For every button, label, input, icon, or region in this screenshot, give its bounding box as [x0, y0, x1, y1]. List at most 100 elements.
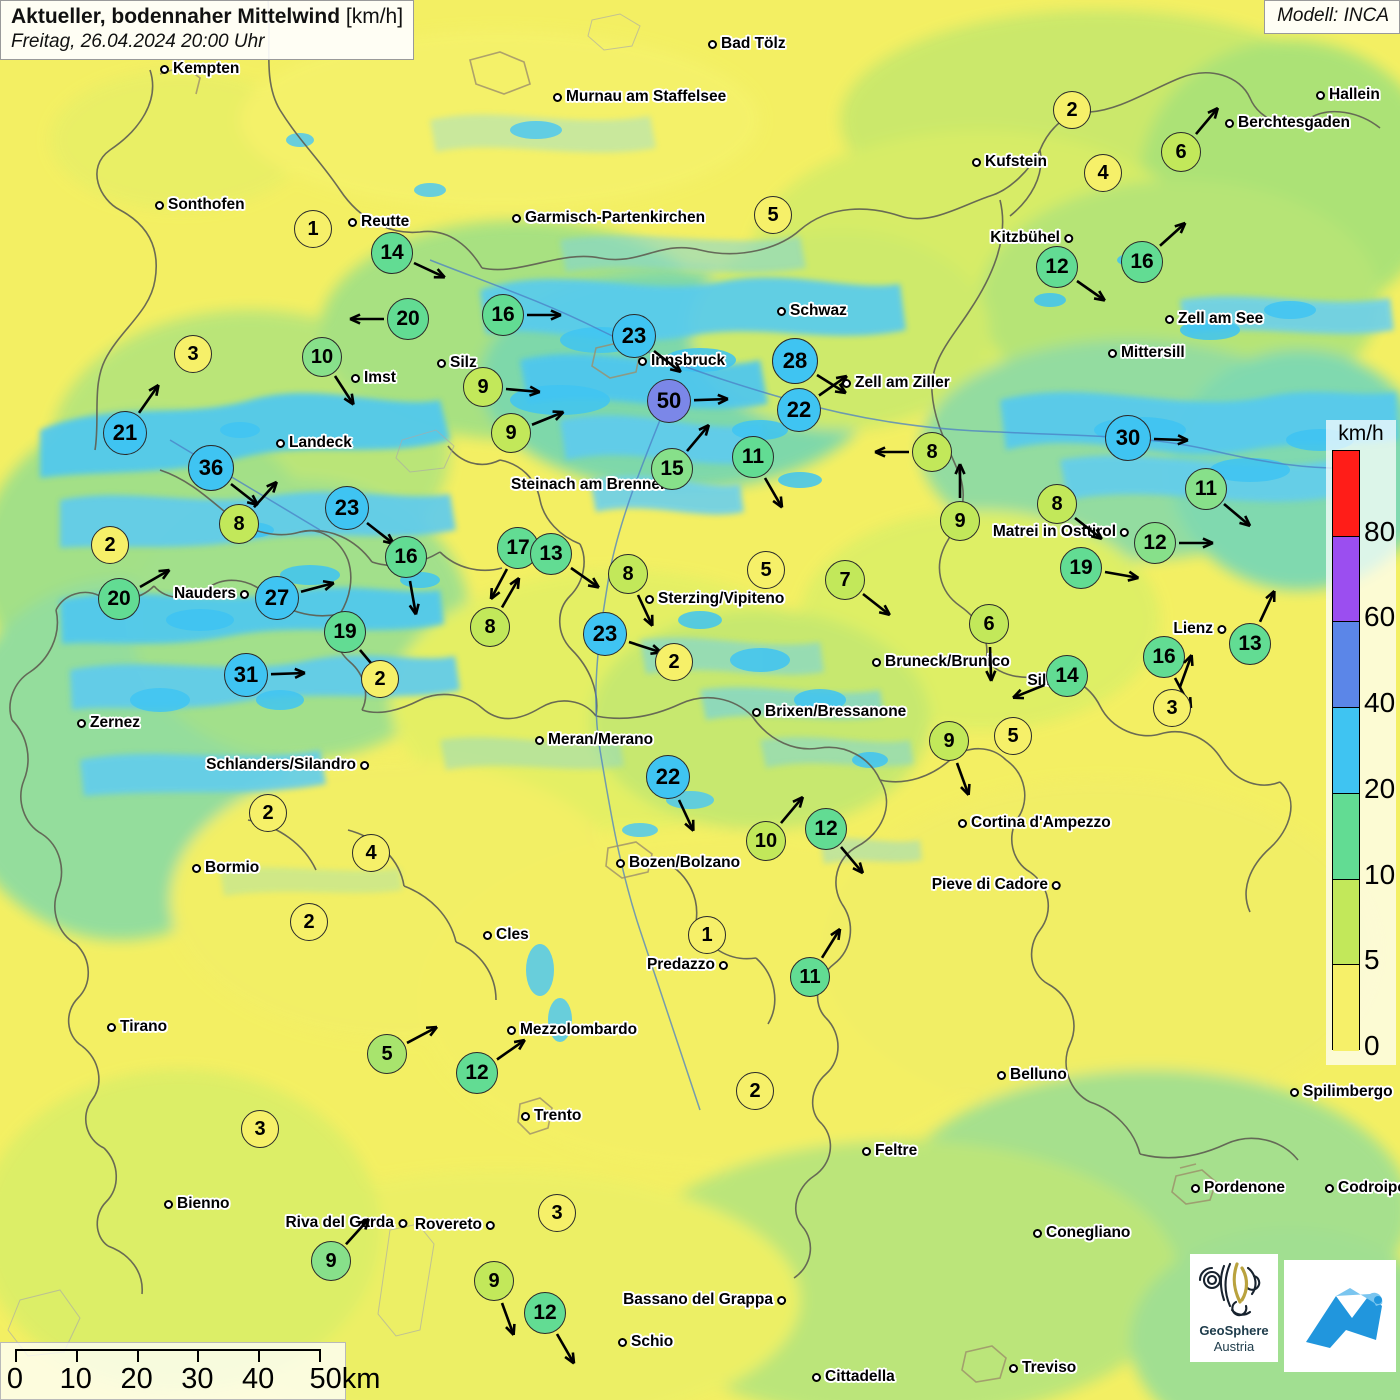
wind-speed-bubble[interactable]: 13 — [1229, 623, 1271, 665]
wind-speed-bubble[interactable]: 19 — [1060, 547, 1102, 589]
wind-speed-bubble[interactable]: 16 — [385, 536, 427, 578]
wind-speed-bubble[interactable]: 12 — [805, 808, 847, 850]
wind-speed-bubble[interactable]: 9 — [491, 413, 531, 453]
city-label: Mezzolombardo — [520, 1021, 638, 1038]
city-label: Rovereto — [414, 1216, 482, 1233]
wind-speed-bubble[interactable]: 2 — [361, 660, 399, 698]
wind-speed-bubble[interactable]: 12 — [524, 1292, 566, 1334]
wind-speed-bubble[interactable]: 12 — [456, 1052, 498, 1094]
wind-speed-bubble[interactable]: 13 — [530, 533, 572, 575]
city-marker: Silz — [437, 354, 477, 372]
wind-speed-bubble[interactable]: 12 — [1036, 246, 1078, 288]
wind-speed-bubble[interactable]: 1 — [688, 916, 726, 954]
wind-speed-bubble[interactable]: 30 — [1105, 415, 1151, 461]
legend-tick-label: 20 — [1364, 773, 1396, 805]
wind-speed-bubble[interactable]: 16 — [1143, 636, 1185, 678]
wind-speed-bubble[interactable]: 20 — [98, 578, 140, 620]
wind-direction-arrow-icon — [300, 579, 335, 593]
wind-speed-bubble[interactable]: 1 — [294, 210, 332, 248]
wind-speed-bubble[interactable]: 8 — [608, 554, 648, 594]
city-marker: Mezzolombardo — [507, 1021, 637, 1039]
wind-speed-bubble[interactable]: 10 — [302, 337, 342, 377]
wind-speed-bubble[interactable]: 9 — [929, 721, 969, 761]
wind-direction-arrow-icon — [527, 309, 562, 321]
wind-speed-bubble[interactable]: 8 — [912, 432, 952, 472]
wind-speed-bubble[interactable]: 2 — [290, 903, 328, 941]
wind-speed-bubble[interactable]: 31 — [224, 653, 268, 697]
wind-speed-bubble[interactable]: 8 — [219, 504, 259, 544]
legend-tick-label: 40 — [1364, 687, 1396, 719]
wind-speed-bubble[interactable]: 10 — [746, 821, 786, 861]
city-label: Brixen/Bressanone — [765, 703, 907, 720]
wind-speed-bubble[interactable]: 6 — [969, 604, 1009, 644]
wind-speed-bubble[interactable]: 3 — [538, 1194, 576, 1232]
wind-speed-bubble[interactable]: 11 — [790, 957, 830, 997]
wind-speed-bubble[interactable]: 4 — [352, 834, 390, 872]
wind-speed-bubble[interactable]: 19 — [324, 611, 366, 653]
city-label: Zell am Ziller — [855, 374, 950, 391]
wind-speed-bubble[interactable]: 8 — [1037, 484, 1077, 524]
wind-direction-arrow-icon — [505, 385, 541, 397]
city-marker: Treviso — [1009, 1359, 1076, 1377]
wind-speed-bubble[interactable]: 23 — [583, 612, 627, 656]
wind-speed-bubble[interactable]: 3 — [1153, 689, 1191, 727]
wind-speed-bubble[interactable]: 27 — [255, 576, 299, 620]
city-dot-icon — [777, 1295, 786, 1305]
wind-speed-bubble[interactable]: 20 — [387, 298, 429, 340]
city-dot-icon — [616, 858, 625, 868]
city-label: Kempten — [173, 60, 240, 77]
city-dot-icon — [618, 1337, 627, 1347]
wind-speed-bubble[interactable]: 23 — [612, 314, 656, 358]
wind-speed-bubble[interactable]: 2 — [249, 794, 287, 832]
wind-speed-bubble[interactable]: 5 — [747, 551, 785, 589]
city-dot-icon — [862, 1146, 871, 1156]
wind-speed-bubble[interactable]: 9 — [940, 501, 980, 541]
wind-speed-bubble[interactable]: 5 — [367, 1034, 407, 1074]
city-dot-icon — [872, 657, 881, 667]
city-marker: Schio — [618, 1333, 673, 1351]
wind-direction-arrow-icon — [408, 580, 420, 615]
wind-speed-bubble[interactable]: 22 — [777, 388, 821, 432]
city-dot-icon — [719, 960, 728, 970]
city-label: Spilimbergo — [1303, 1083, 1393, 1100]
city-marker: Predazzo — [647, 956, 728, 974]
wind-speed-bubble[interactable]: 16 — [482, 294, 524, 336]
wind-speed-bubble[interactable]: 12 — [1134, 522, 1176, 564]
wind-speed-bubble[interactable]: 9 — [311, 1241, 351, 1281]
wind-speed-bubble[interactable]: 28 — [772, 338, 818, 384]
wind-speed-bubble[interactable]: 11 — [732, 436, 774, 478]
city-marker: Bassano del Grappa — [623, 1291, 786, 1309]
legend-tick-label: 10 — [1364, 858, 1396, 890]
city-dot-icon — [1290, 1087, 1299, 1097]
wind-speed-bubble[interactable]: 23 — [325, 486, 369, 530]
wind-speed-bubble[interactable]: 2 — [91, 526, 129, 564]
wind-speed-bubble[interactable]: 8 — [470, 607, 510, 647]
city-label: Bormio — [205, 859, 260, 876]
wind-speed-bubble[interactable]: 36 — [188, 445, 234, 491]
wind-speed-bubble[interactable]: 2 — [1053, 91, 1091, 129]
wind-speed-bubble[interactable]: 15 — [651, 448, 693, 490]
wind-direction-arrow-icon — [1012, 683, 1046, 700]
wind-speed-bubble[interactable]: 2 — [655, 643, 693, 681]
scale-tick-label: 40 — [242, 1363, 275, 1395]
wind-speed-bubble[interactable]: 3 — [241, 1110, 279, 1148]
wind-speed-bubble[interactable]: 9 — [474, 1261, 514, 1301]
wind-speed-bubble[interactable]: 16 — [1121, 241, 1163, 283]
wind-speed-bubble[interactable]: 6 — [1161, 132, 1201, 172]
wind-speed-bubble[interactable]: 11 — [1185, 468, 1227, 510]
wind-speed-bubble[interactable]: 22 — [646, 755, 690, 799]
wind-speed-bubble[interactable]: 21 — [103, 411, 147, 455]
wind-speed-bubble[interactable]: 9 — [463, 367, 503, 407]
city-dot-icon — [398, 1218, 407, 1228]
wind-direction-arrow-icon — [984, 646, 997, 682]
wind-speed-bubble[interactable]: 5 — [754, 196, 792, 234]
wind-speed-bubble[interactable]: 14 — [371, 232, 413, 274]
wind-speed-bubble[interactable]: 50 — [647, 379, 691, 423]
wind-speed-bubble[interactable]: 3 — [174, 335, 212, 373]
wind-speed-bubble[interactable]: 14 — [1046, 655, 1088, 697]
wind-speed-bubble[interactable]: 2 — [736, 1072, 774, 1110]
city-dot-icon — [276, 438, 285, 448]
wind-speed-bubble[interactable]: 4 — [1084, 154, 1122, 192]
wind-speed-bubble[interactable]: 7 — [825, 560, 865, 600]
wind-speed-bubble[interactable]: 5 — [994, 717, 1032, 755]
